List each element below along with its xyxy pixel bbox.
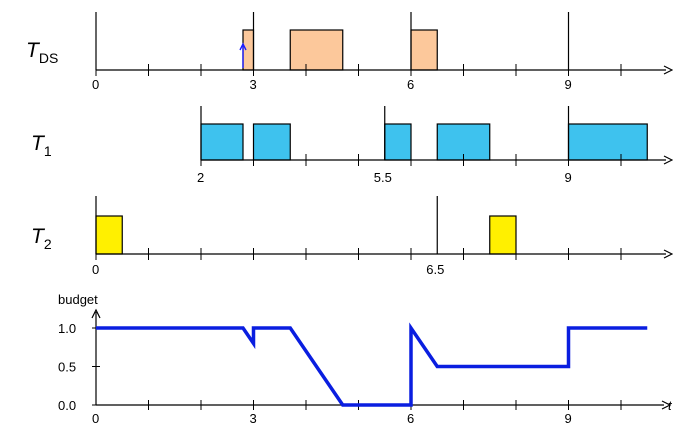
budget-chart: budget t 0.0 0.5 1.0 0 3 6 9	[58, 292, 673, 426]
row-origin-label: 0	[92, 77, 99, 92]
budget-y-tick-label: 0.5	[58, 360, 76, 375]
execution-block	[95, 215, 123, 255]
execution-block	[289, 29, 344, 71]
row-label-t2: T2	[31, 225, 52, 252]
budget-x-tick-label: 9	[565, 411, 572, 426]
x-axis-arrowhead	[661, 400, 672, 410]
arrival-arrowhead	[239, 42, 247, 51]
y-axis-arrowhead	[91, 308, 101, 319]
row-tick-label: 6	[407, 77, 414, 92]
timeline-row-tds: 0 3 6 9	[92, 12, 673, 92]
row-tick-label: 6.5	[426, 262, 444, 277]
budget-y-tick-label: 0.0	[58, 398, 76, 413]
execution-block	[252, 123, 291, 161]
execution-block	[242, 29, 255, 71]
row-label-t1: T1	[31, 132, 52, 159]
row-origin-label: 2	[197, 170, 204, 185]
timeline-row-t2: 0 6.5	[92, 196, 673, 277]
execution-block	[567, 123, 648, 161]
budget-series-line	[96, 322, 648, 407]
row-tick-label: 9	[565, 77, 572, 92]
row-label-tds: TDS	[26, 39, 58, 66]
execution-block	[384, 123, 412, 161]
row-tick-label: 5.5	[374, 170, 392, 185]
execution-block	[200, 123, 244, 161]
row-origin-label: 0	[92, 262, 99, 277]
axis-arrowhead	[663, 249, 673, 259]
axis-arrowhead	[663, 155, 673, 165]
timeline-row-t1: 2 5.5 9	[197, 106, 673, 185]
row-tick-label: 9	[565, 170, 572, 185]
row-tick-label: 3	[250, 77, 257, 92]
execution-block	[410, 29, 438, 71]
budget-x-tick-label: 3	[250, 411, 257, 426]
time-axis-label: t	[668, 398, 673, 413]
budget-x-tick-label: 0	[92, 411, 99, 426]
axis-arrowhead	[663, 65, 673, 75]
budget-y-tick-label: 1.0	[58, 321, 76, 336]
budget-x-tick-label: 6	[407, 411, 414, 426]
budget-axis-label: budget	[58, 292, 98, 307]
execution-block	[489, 215, 517, 255]
